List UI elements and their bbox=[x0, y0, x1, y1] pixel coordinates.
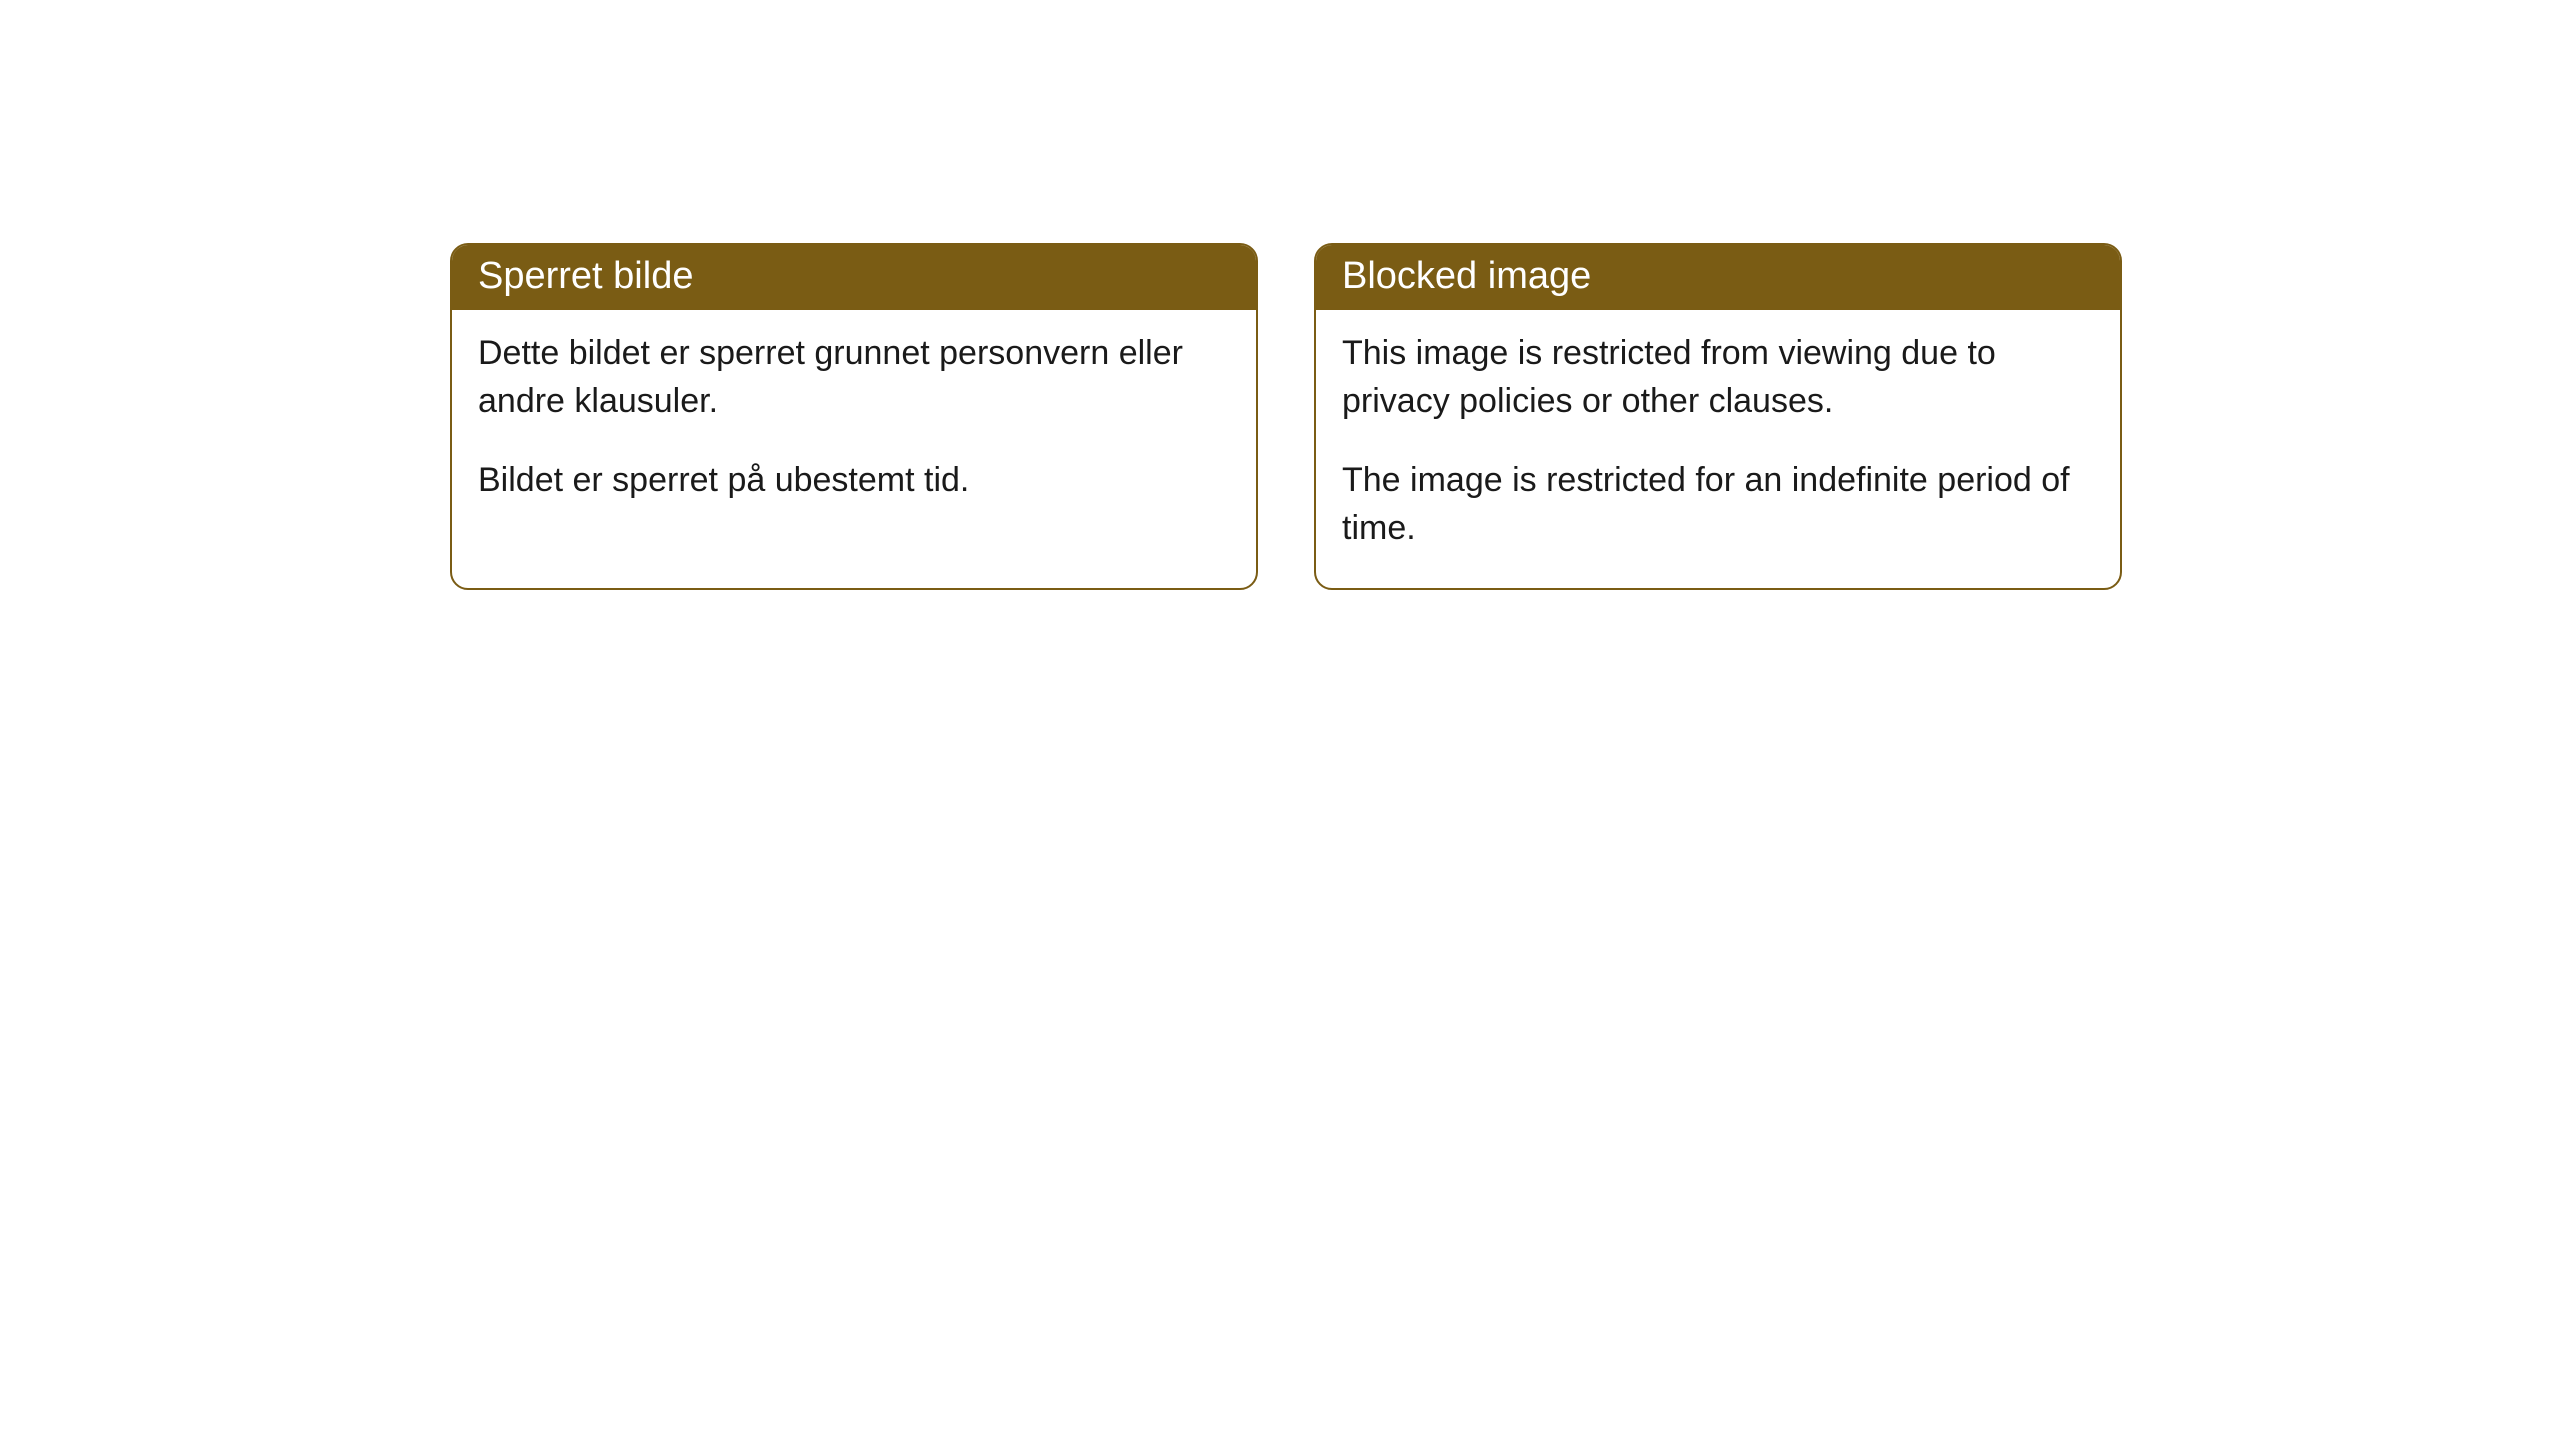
notice-paragraph: The image is restricted for an indefinit… bbox=[1342, 457, 2094, 552]
notice-container: Sperret bilde Dette bildet er sperret gr… bbox=[450, 243, 2122, 590]
notice-header: Sperret bilde bbox=[452, 245, 1256, 310]
notice-card-english: Blocked image This image is restricted f… bbox=[1314, 243, 2122, 590]
notice-header: Blocked image bbox=[1316, 245, 2120, 310]
notice-card-norwegian: Sperret bilde Dette bildet er sperret gr… bbox=[450, 243, 1258, 590]
notice-body: Dette bildet er sperret grunnet personve… bbox=[452, 310, 1256, 541]
notice-body: This image is restricted from viewing du… bbox=[1316, 310, 2120, 588]
notice-paragraph: Dette bildet er sperret grunnet personve… bbox=[478, 330, 1230, 425]
notice-paragraph: This image is restricted from viewing du… bbox=[1342, 330, 2094, 425]
notice-paragraph: Bildet er sperret på ubestemt tid. bbox=[478, 457, 1230, 505]
